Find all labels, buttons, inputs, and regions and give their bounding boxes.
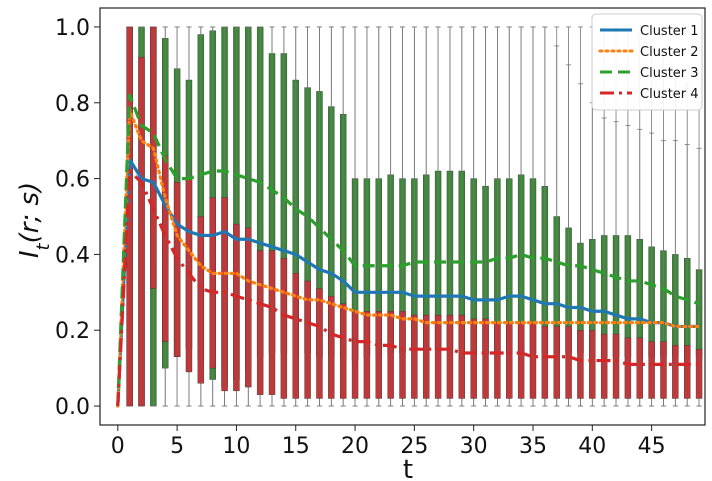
x-tick-label: 30 [460,434,488,459]
box-cluster-4 [517,322,525,399]
box-cluster-4 [482,318,489,399]
box-cluster-4 [245,227,252,388]
y-tick-label: 0.8 [55,92,90,117]
x-tick-label: 0 [111,434,125,459]
legend-label: Cluster 1 [640,24,699,39]
x-tick-label: 25 [400,434,428,459]
x-tick-label: 15 [282,434,310,459]
box-cluster-4 [387,311,394,399]
box-cluster-4 [375,311,382,399]
box-cluster-4 [565,326,572,399]
box-cluster-4 [150,26,157,289]
legend-box [591,13,703,111]
box-cluster-4 [256,250,264,395]
box-cluster-4 [470,318,477,399]
x-tick-label: 10 [222,434,250,459]
x-axis: 0 5 10 15 20 25 30 35 40 45 [111,425,666,459]
line-cluster-2 [116,108,701,408]
box-cluster-4 [304,280,311,399]
box-cluster-4 [399,311,406,399]
box-cluster-4 [684,345,691,399]
y-tick-label: 0.2 [55,319,90,344]
box-cluster-4 [672,345,679,399]
box-cluster-4 [612,333,620,399]
x-tick-label: 5 [170,434,184,459]
y-axis: 0.0 0.2 0.4 0.6 0.8 1.0 [55,16,100,420]
plot-frame [99,7,706,426]
box-cluster-4 [446,314,454,399]
box-cluster-4 [173,182,181,357]
boxplot-layer [126,26,703,407]
box-cluster-4 [624,337,632,399]
x-axis-title: t [403,455,413,481]
x-tick-label: 45 [638,434,666,459]
line-cluster-3 [116,93,700,407]
box-cluster-4 [411,314,418,399]
box-cluster-4 [221,197,228,392]
box-cluster-4 [660,341,667,399]
box-cluster-4 [494,322,501,399]
box-cluster-4 [506,322,513,399]
series-lines [116,93,701,408]
line-cluster-1 [116,158,700,407]
y-tick-label: 0.6 [55,168,90,193]
box-cluster-4 [280,258,288,399]
box-cluster-4 [316,288,323,399]
box-cluster-4 [268,250,276,395]
y-tick-label: 0.0 [55,395,90,420]
box-cluster-4 [600,333,608,399]
x-tick-label: 40 [578,434,606,459]
y-tick-label: 1.0 [55,16,90,41]
box-cluster-4 [197,216,205,384]
legend-label: Cluster 2 [640,45,699,60]
box-cluster-4 [351,311,359,399]
box-cluster-4 [363,311,371,399]
box-cluster-4 [553,326,560,399]
legend-label: Cluster 3 [640,66,699,81]
box-cluster-4 [328,295,335,399]
legend-label: Cluster 4 [640,87,699,102]
box-cluster-4 [209,197,216,369]
box-cluster-4 [138,57,145,407]
box-cluster-4 [423,314,430,399]
y-axis-title: It(r; s) [15,182,54,258]
x-tick-label: 35 [519,434,547,459]
legend: Cluster 1 Cluster 2 Cluster 3 Cluster 4 [591,13,703,111]
box-cluster-4 [589,330,596,399]
box-cluster-4 [577,330,584,399]
box-cluster-4 [233,223,240,392]
box-cluster-4 [636,337,643,399]
box-cluster-4 [648,341,655,399]
box-cluster-4 [541,326,549,399]
box-cluster-4 [339,303,347,399]
y-tick-label: 0.4 [55,243,90,268]
box-cluster-4 [458,314,466,399]
box-cluster-4 [695,348,703,399]
box-cluster-4 [292,273,299,399]
line-cluster-4 [116,169,700,407]
box-cluster-4 [434,314,442,399]
box-cluster-4 [529,322,537,399]
x-tick-label: 20 [341,434,369,459]
